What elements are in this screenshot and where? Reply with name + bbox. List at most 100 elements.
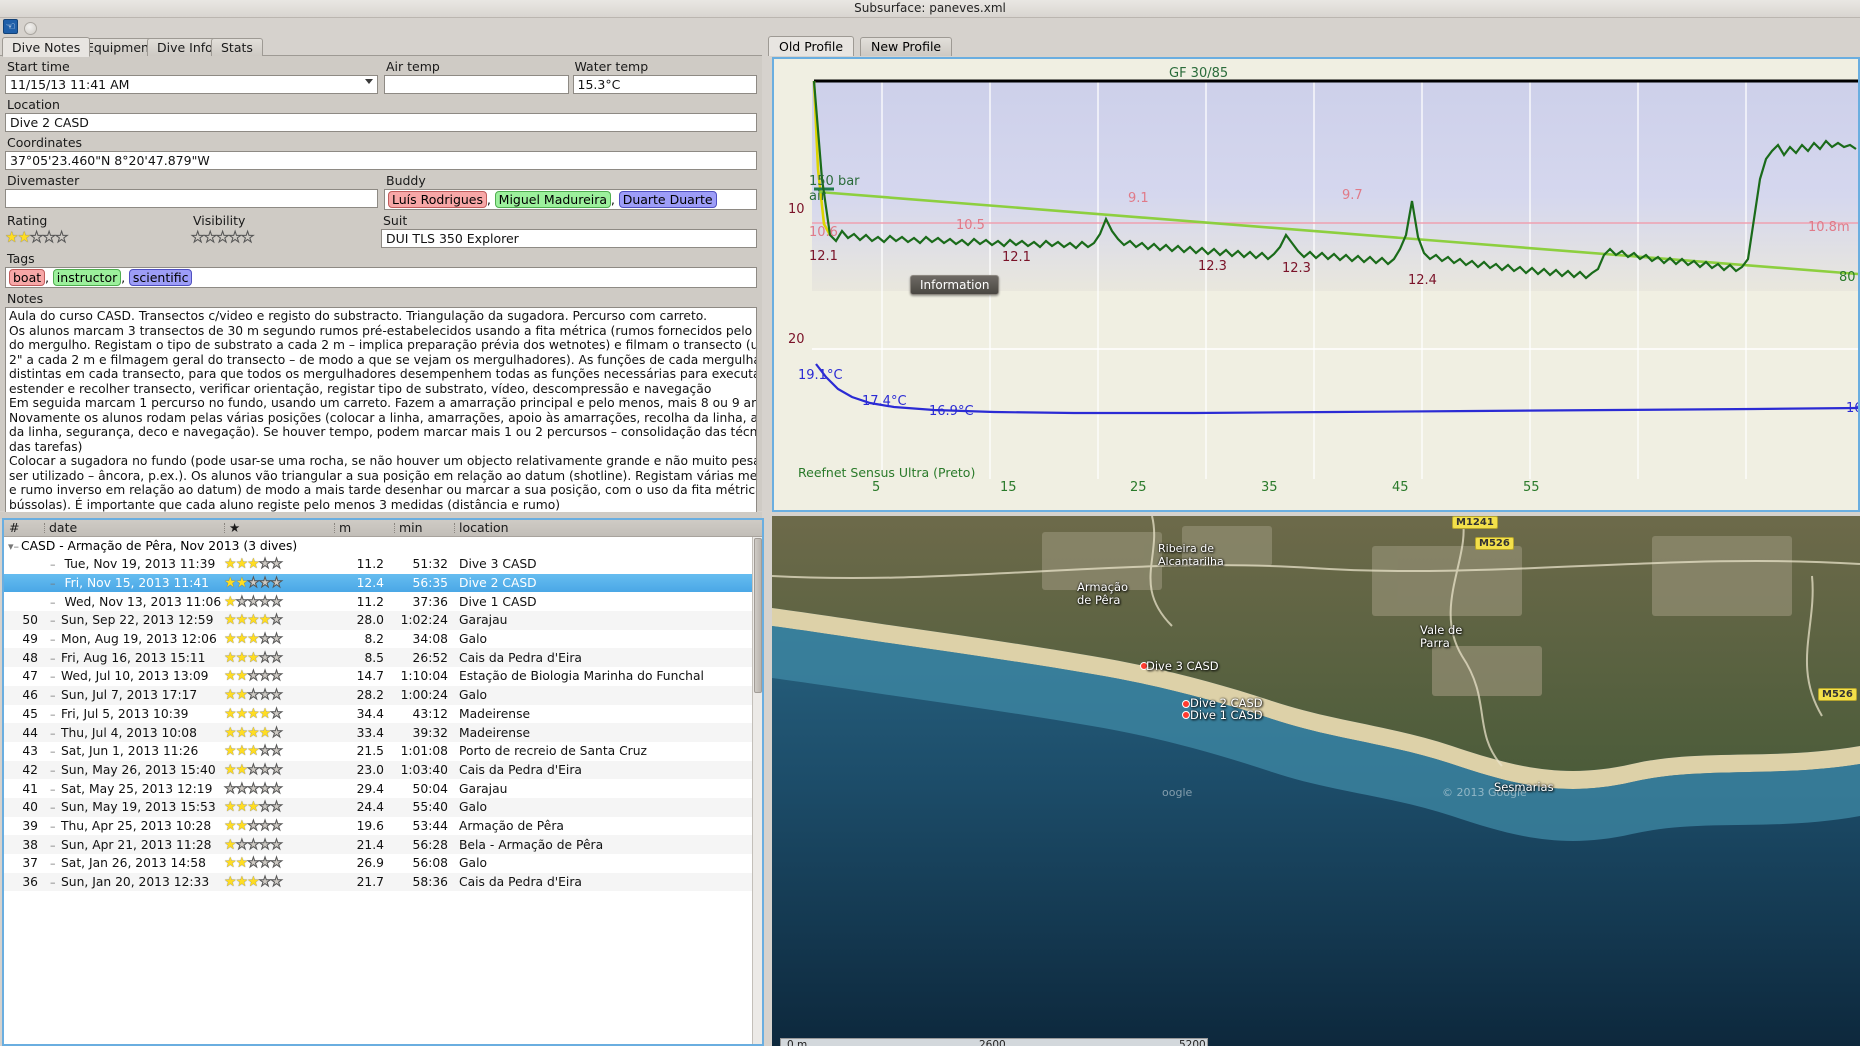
tag-chip[interactable]: boat — [9, 269, 46, 286]
dive-list-row[interactable]: 44– Thu, Jul 4, 2013 10:08 ★★★★★ 33.4 39:32… — [4, 723, 762, 742]
rating-label: Rating — [7, 213, 48, 228]
visibility-stars[interactable]: ★★★★★ — [190, 228, 381, 246]
column-header-number[interactable]: # — [9, 520, 20, 535]
depth-tick-20: 20 — [788, 332, 805, 347]
notes-line: distintas em cada transecto, para que to… — [9, 367, 756, 381]
star-filled: ★ — [224, 649, 237, 666]
column-header-date[interactable]: date — [44, 520, 224, 536]
map-label-dive-3-casd[interactable]: Dive 3 CASD — [1146, 659, 1219, 673]
dive-list-row[interactable]: 47– Wed, Jul 10, 2013 13:09 ★★★★★ 14.7 1:10… — [4, 667, 762, 686]
star-filled[interactable]: ★ — [17, 228, 30, 246]
map-scale-bar: 0 m 2600 5200 — [780, 1038, 1208, 1046]
map-label-dive-1-casd[interactable]: Dive 1 CASD — [1190, 708, 1263, 722]
map-label-dive-2-casd[interactable]: Dive 2 CASD — [1190, 696, 1263, 710]
tab-new-profile[interactable]: New Profile — [860, 37, 953, 56]
notes-line: estender e recolher transecto, verificar… — [9, 381, 712, 396]
dive-list-row[interactable]: – Tue, Nov 19, 2013 11:39 ★★★★★ 11.2 51:32 D… — [4, 555, 762, 574]
tag-chip[interactable]: instructor — [52, 269, 122, 286]
notes-textarea[interactable]: Aula do curso CASD. Transectos c/video e… — [5, 307, 757, 531]
dive-trip-group-row[interactable]: ▾– CASD - Armação de Pêra, Nov 2013 (3 d… — [4, 537, 762, 555]
dive-list-row[interactable]: 48– Fri, Aug 16, 2013 15:11 ★★★★★ 8.5 26:52… — [4, 648, 762, 668]
scrollbar-thumb[interactable] — [754, 538, 762, 693]
expand-chevron-icon[interactable]: ▾– — [8, 539, 20, 553]
star-empty: ★ — [270, 874, 283, 891]
dive-list-row[interactable]: 46– Sun, Jul 7, 2013 17:17 ★★★★★ 28.2 1:00:… — [4, 685, 762, 705]
cell-depth: 24.4 — [356, 800, 384, 815]
location-input[interactable]: Dive 2 CASD — [5, 113, 757, 132]
cell-number: 50 — [22, 613, 38, 628]
cell-number: 47 — [22, 669, 38, 684]
buddy-chip[interactable]: Miguel Madureira — [494, 191, 612, 208]
dive-list-row[interactable]: 43– Sat, Jun 1, 2013 11:26 ★★★★★ 21.5 1:01:… — [4, 742, 762, 761]
star-filled: ★ — [235, 761, 249, 778]
column-header-depth[interactable]: m — [334, 520, 394, 536]
suit-input[interactable]: DUI TLS 350 Explorer — [381, 229, 757, 248]
star-empty[interactable]: ★ — [228, 228, 243, 246]
tag-chip[interactable]: scientific — [128, 269, 193, 286]
dive-site-map[interactable]: Armação de Pêra Ribeira de Alcantarilha Va… — [772, 516, 1860, 1046]
star-empty[interactable]: ★ — [54, 228, 69, 246]
dive-list[interactable]: # date ★ m min location ▾– CASD - Armaçã… — [2, 518, 764, 1046]
star-empty: ★ — [270, 817, 283, 834]
temp-annotation: 17.4°C — [862, 394, 907, 409]
buddy-chip[interactable]: Luís Rodrigues — [388, 191, 488, 208]
tree-branch-icon: – — [50, 633, 59, 647]
star-empty[interactable]: ★ — [29, 228, 44, 246]
star-empty[interactable]: ★ — [215, 228, 230, 246]
star-empty[interactable]: ★ — [240, 228, 255, 246]
coordinates-input[interactable]: 37°05'23.460"N 8°20'47.879"W — [5, 151, 757, 170]
tab-stats[interactable]: Stats — [211, 38, 263, 56]
dive-list-row[interactable]: 49– Mon, Aug 19, 2013 12:06 ★★★★★ 8.2 34:08… — [4, 630, 762, 649]
information-button[interactable]: Information — [910, 275, 1000, 295]
sensor-label: Reefnet Sensus Ultra (Preto) — [798, 465, 975, 480]
dive-list-row[interactable]: 40– Sun, May 19, 2013 15:53 ★★★★★ 24.4 55:4… — [4, 797, 762, 817]
star-filled[interactable]: ★ — [5, 228, 18, 246]
dive-list-row[interactable]: 38– Sun, Apr 21, 2013 11:28 ★★★★★ 21.4 56:2… — [4, 835, 762, 854]
star-empty[interactable]: ★ — [203, 228, 218, 246]
star-empty: ★ — [270, 575, 283, 592]
star-empty: ★ — [270, 556, 283, 573]
chevron-down-icon — [364, 79, 373, 84]
time-tick-45: 45 — [1392, 480, 1409, 495]
star-empty: ★ — [235, 780, 248, 797]
tags-input[interactable]: boat, instructor, scientific — [5, 267, 757, 288]
tree-branch-icon: – — [50, 745, 59, 759]
notes-line: e rumo inverso em relação ao datum) de m… — [9, 483, 757, 497]
star-empty[interactable]: ★ — [42, 228, 57, 246]
star-empty[interactable]: ★ — [190, 228, 205, 246]
dive-list-row[interactable]: 41– Sat, May 25, 2013 12:19 ★★★★★ 29.4 50:0… — [4, 779, 762, 798]
dive-list-row[interactable]: 39– Thu, Apr 25, 2013 10:28 ★★★★★ 19.6 53:4… — [4, 817, 762, 836]
water-temp-input[interactable]: 15.3°C — [572, 75, 758, 94]
column-header-duration[interactable]: min — [394, 520, 454, 536]
dive-list-row[interactable]: 37– Sat, Jan 26, 2013 14:58 ★★★★★ 26.9 56:0… — [4, 854, 762, 873]
rating-stars[interactable]: ★★★★★ — [5, 229, 191, 246]
dive-list-row[interactable]: 42– Sun, May 26, 2013 15:40 ★★★★★ 23.0 1:03… — [4, 760, 762, 780]
buddy-input[interactable]: Luís Rodrigues, Miguel Madureira, Duarte… — [384, 189, 757, 210]
start-time-combo[interactable]: 11/15/13 11:41 AM — [5, 75, 378, 94]
dive-list-row[interactable]: 45– Fri, Jul 5, 2013 10:39 ★★★★★ 34.4 43:12… — [4, 705, 762, 724]
column-header-rating[interactable]: ★ — [224, 520, 334, 536]
start-time-input[interactable]: 11/15/13 11:41 AM — [5, 75, 378, 94]
dive-list-row[interactable]: 50– Sun, Sep 22, 2013 12:59 ★★★★★ 28.0 1:02… — [4, 611, 762, 630]
cell-date: – Mon, Aug 19, 2013 12:06 — [50, 632, 217, 647]
cell-depth: 33.4 — [356, 725, 384, 740]
cell-location: Galo — [459, 632, 488, 647]
dive-profile-chart[interactable]: 10 20 5 15 25 35 45 55 GF 30/85 150 bar … — [772, 57, 1860, 512]
air-temp-input[interactable] — [383, 75, 569, 94]
divemaster-label: Divemaster — [7, 173, 80, 188]
time-tick-55: 55 — [1523, 480, 1540, 495]
divemaster-input[interactable] — [5, 189, 378, 208]
dive-list-row[interactable]: – Wed, Nov 13, 2013 11:06 ★★★★★ 11.2 37:36 D… — [4, 592, 762, 611]
window-menu-button[interactable] — [24, 22, 37, 35]
star-empty: ★ — [258, 780, 271, 797]
dive-list-row[interactable]: – Fri, Nov 15, 2013 11:41 ★★★★★ 12.4 56:35 D… — [4, 573, 762, 593]
cell-depth: 26.9 — [356, 856, 384, 871]
tab-dive-notes[interactable]: Dive Notes — [2, 37, 91, 57]
column-header-location[interactable]: location — [454, 520, 762, 536]
cell-rating: ★★★★★ — [224, 556, 334, 573]
buddy-chip[interactable]: Duarte Duarte — [618, 191, 717, 208]
notes-label: Notes — [7, 291, 44, 306]
dive-list-row[interactable]: 36– Sun, Jan 20, 2013 12:33 ★★★★★ 21.7 58:3… — [4, 872, 762, 892]
dive-list-scrollbar[interactable] — [752, 537, 762, 1044]
tab-old-profile[interactable]: Old Profile — [768, 36, 855, 56]
